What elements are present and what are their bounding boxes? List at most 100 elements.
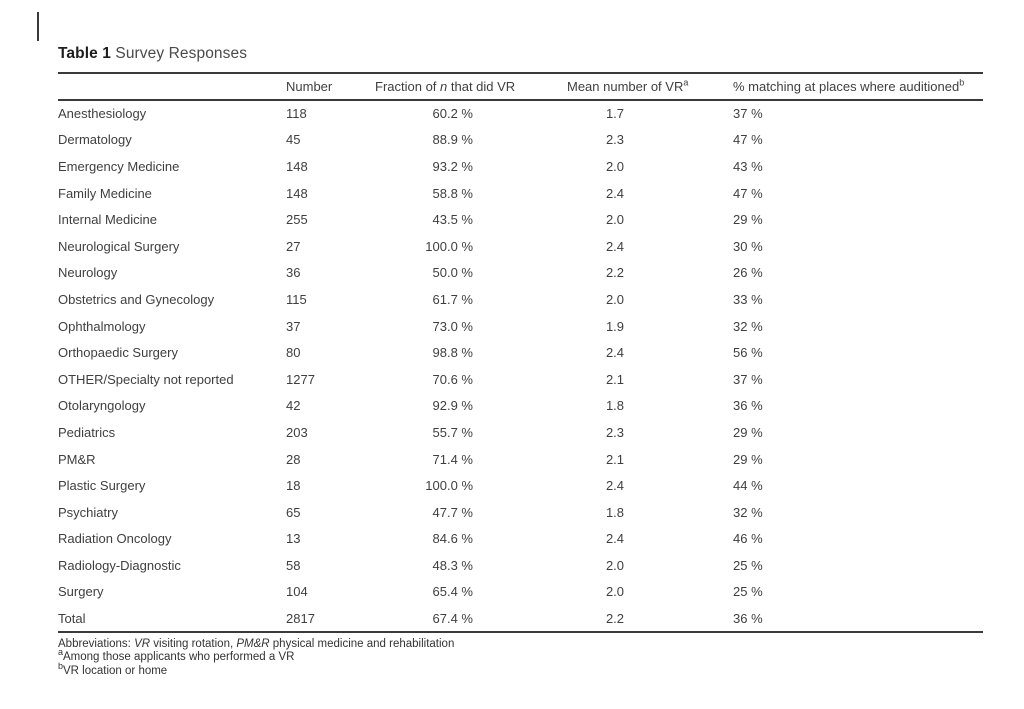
fraction-cell: 100.0 % xyxy=(425,478,473,494)
number-cell: 80 xyxy=(286,345,301,361)
matching-cell: 30 % xyxy=(733,238,763,254)
fraction-cell: 92.9 % xyxy=(432,398,473,414)
fraction-cell: 100.0 % xyxy=(425,238,473,254)
mean-cell: 2.2 xyxy=(605,265,625,281)
number-cell: 65 xyxy=(286,504,301,520)
fraction-cell: 70.6 % xyxy=(432,371,473,387)
fraction-cell: 67.4 % xyxy=(432,610,473,626)
matching-cell: 36 % xyxy=(733,610,763,626)
table-row: Family Medicine 148 58.8 % 2.4 47 % xyxy=(58,180,983,207)
mean-cell: 1.8 xyxy=(605,398,625,414)
number-cell: 2817 xyxy=(286,610,315,626)
mean-cell: 2.4 xyxy=(605,238,625,254)
footnote-b-marker: b xyxy=(58,661,64,672)
table-row: Obstetrics and Gynecology 115 61.7 % 2.0… xyxy=(58,286,983,313)
matching-cell: 29 % xyxy=(733,212,763,228)
table-row: Radiology-Diagnostic 58 48.3 % 2.0 25 % xyxy=(58,552,983,579)
matching-cell: 33 % xyxy=(733,291,763,307)
number-cell: 58 xyxy=(286,557,301,573)
mean-cell: 2.2 xyxy=(605,610,625,626)
number-cell: 36 xyxy=(286,265,301,281)
mean-cell: 2.0 xyxy=(605,158,625,174)
mean-cell: 2.0 xyxy=(605,291,625,307)
matching-cell: 56 % xyxy=(733,345,763,361)
matching-cell: 36 % xyxy=(733,398,763,414)
page-edge-mark xyxy=(37,12,39,41)
superscript-a: a xyxy=(683,77,689,88)
mean-cell: 2.3 xyxy=(605,132,625,148)
table-row: OTHER/Specialty not reported 1277 70.6 %… xyxy=(58,366,983,393)
table-row: Otolaryngology 42 92.9 % 1.8 36 % xyxy=(58,393,983,420)
specialty-cell: Dermatology xyxy=(58,132,132,148)
number-cell: 28 xyxy=(286,451,301,467)
mean-cell: 2.0 xyxy=(605,584,625,600)
table-row: Neurology 36 50.0 % 2.2 26 % xyxy=(58,260,983,287)
footnote-a: aAmong those applicants who performed a … xyxy=(58,647,295,664)
fraction-cell: 48.3 % xyxy=(432,557,473,573)
specialty-cell: Ophthalmology xyxy=(58,318,146,334)
table-title-text: Survey Responses xyxy=(110,45,248,62)
footnote-a-marker: a xyxy=(58,647,64,658)
table-row: Ophthalmology 37 73.0 % 1.9 32 % xyxy=(58,313,983,340)
number-cell: 18 xyxy=(286,478,301,494)
specialty-cell: Anesthesiology xyxy=(58,106,147,122)
specialty-cell: PM&R xyxy=(58,451,96,467)
table-row: Orthopaedic Surgery 80 98.8 % 2.4 56 % xyxy=(58,339,983,366)
fraction-cell: 98.8 % xyxy=(432,345,473,361)
mean-cell: 2.4 xyxy=(605,185,625,201)
specialty-cell: Internal Medicine xyxy=(58,212,157,228)
mean-cell: 2.4 xyxy=(605,478,625,494)
column-header-mean-number-vr: Mean number of VRa xyxy=(567,77,689,94)
number-cell: 42 xyxy=(286,398,301,414)
number-cell: 118 xyxy=(286,106,307,122)
table-row: Internal Medicine 255 43.5 % 2.0 29 % xyxy=(58,206,983,233)
mean-cell: 1.9 xyxy=(605,318,625,334)
matching-cell: 37 % xyxy=(733,371,763,387)
table-footnotes: Abbreviations: VR visiting rotation, PM&… xyxy=(58,638,983,679)
fraction-cell: 50.0 % xyxy=(432,265,473,281)
number-cell: 255 xyxy=(286,212,308,228)
fraction-cell: 60.2 % xyxy=(432,106,473,122)
matching-cell: 29 % xyxy=(733,424,763,440)
italic-n: n xyxy=(440,79,448,94)
matching-cell: 44 % xyxy=(733,478,763,494)
number-cell: 45 xyxy=(286,132,301,148)
number-cell: 13 xyxy=(286,531,301,547)
specialty-cell: Family Medicine xyxy=(58,185,152,201)
column-header-percent-matching: % matching at places where auditionedb xyxy=(733,77,965,94)
specialty-cell: Surgery xyxy=(58,584,104,600)
fraction-cell: 55.7 % xyxy=(432,424,473,440)
specialty-cell: Psychiatry xyxy=(58,504,118,520)
table-row: Psychiatry 65 47.7 % 1.8 32 % xyxy=(58,499,983,526)
number-cell: 27 xyxy=(286,238,301,254)
fraction-cell: 88.9 % xyxy=(432,132,473,148)
number-cell: 104 xyxy=(286,584,308,600)
survey-responses-table: Number Fraction of n that did VR Mean nu… xyxy=(58,72,983,633)
specialty-cell: Radiology-Diagnostic xyxy=(58,557,181,573)
specialty-cell: Neurology xyxy=(58,265,118,281)
mean-cell: 2.3 xyxy=(605,424,625,440)
fraction-cell: 58.8 % xyxy=(432,185,473,201)
specialty-cell: Otolaryngology xyxy=(58,398,146,414)
fraction-cell: 71.4 % xyxy=(432,451,473,467)
superscript-b: b xyxy=(959,77,965,88)
column-header-specialty xyxy=(58,73,285,100)
table-header-row: Number Fraction of n that did VR Mean nu… xyxy=(58,73,983,100)
table-title: Table 1 Survey Responses xyxy=(58,45,983,63)
matching-cell: 37 % xyxy=(733,106,763,122)
fraction-cell: 43.5 % xyxy=(432,212,473,228)
table-row: Neurological Surgery 27 100.0 % 2.4 30 % xyxy=(58,233,983,260)
table-row: Emergency Medicine 148 93.2 % 2.0 43 % xyxy=(58,153,983,180)
abbreviations-note: Abbreviations: VR visiting rotation, PM&… xyxy=(58,637,455,650)
mean-cell: 2.0 xyxy=(605,212,625,228)
matching-cell: 25 % xyxy=(733,584,763,600)
fraction-cell: 61.7 % xyxy=(432,291,473,307)
number-cell: 148 xyxy=(286,185,308,201)
number-cell: 115 xyxy=(286,291,307,307)
matching-cell: 25 % xyxy=(733,557,763,573)
table-row: Plastic Surgery 18 100.0 % 2.4 44 % xyxy=(58,472,983,499)
mean-cell: 2.1 xyxy=(605,371,625,387)
table-row: Surgery 104 65.4 % 2.0 25 % xyxy=(58,579,983,606)
abbr-pmr: PM&R xyxy=(236,637,270,650)
specialty-cell: Neurological Surgery xyxy=(58,238,180,254)
